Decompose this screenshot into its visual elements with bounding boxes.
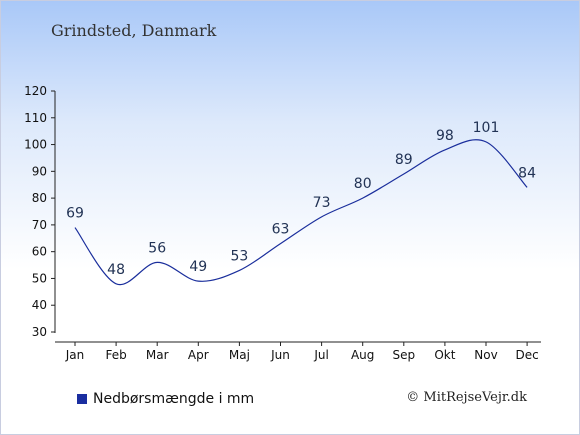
x-tick-label: Nov [474,348,497,362]
data-label: 53 [230,248,248,264]
x-tick-label: Apr [188,348,209,362]
y-tick-label: 120 [24,84,47,98]
x-tick-label: Aug [351,348,374,362]
x-tick-label: Dec [515,348,538,362]
y-tick-label: 60 [32,245,47,259]
chart-title: Grindsted, Danmark [51,21,217,40]
x-tick-label: Jul [313,348,328,362]
data-label: 49 [189,259,207,275]
legend-swatch [77,394,87,404]
legend: Nedbørsmængde i mm [77,391,254,407]
y-tick-label: 70 [32,218,47,232]
data-label: 73 [313,195,331,211]
x-tick-label: Jun [270,348,290,362]
series-line-precipitation [74,139,528,286]
x-tick-label: Feb [105,348,126,362]
y-tick-label: 40 [32,298,47,312]
y-tick-label: 110 [24,111,47,125]
data-label: 80 [354,176,372,192]
x-tick-label: Sep [392,348,415,362]
data-label: 89 [395,152,413,168]
copyright-text: © MitRejseVejr.dk [406,390,527,405]
y-tick-label: 50 [32,271,47,285]
data-label: 84 [518,165,536,181]
data-label: 69 [66,206,84,222]
x-tick-label: Maj [229,348,250,362]
data-label: 101 [473,120,500,136]
y-tick-label: 80 [32,191,47,205]
data-label: 63 [272,222,290,238]
y-tick-label: 100 [24,138,47,152]
y-tick-label: 90 [32,164,47,178]
legend-label: Nedbørsmængde i mm [93,391,255,407]
data-label: 48 [107,262,125,278]
x-tick-label: Okt [434,348,455,362]
data-label: 56 [148,240,166,256]
x-tick-label: Mar [146,348,169,362]
y-tick-label: 30 [32,325,47,339]
data-label: 98 [436,128,454,144]
x-tick-label: Jan [65,348,85,362]
